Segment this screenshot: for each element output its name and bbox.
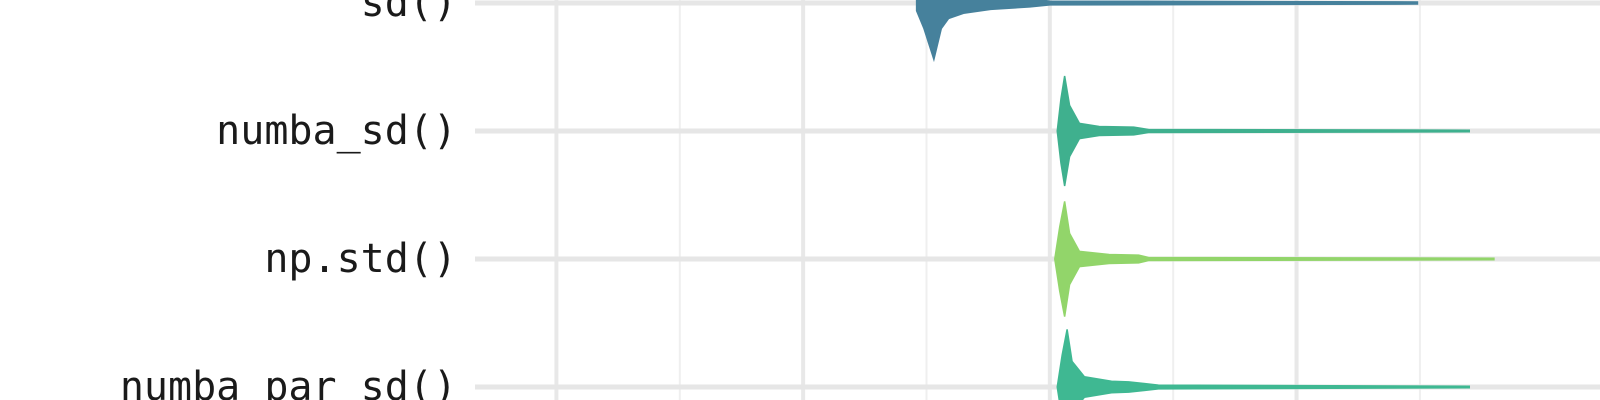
y-tick-label: sd() xyxy=(361,0,457,26)
violin xyxy=(915,0,1419,63)
violin xyxy=(1054,201,1495,317)
y-tick-label: np.std() xyxy=(264,236,457,282)
violin xyxy=(1056,75,1470,187)
violin xyxy=(1056,329,1470,400)
y-tick-label: numba_sd() xyxy=(216,108,457,154)
y-tick-label: numba_par_sd() xyxy=(120,364,457,400)
